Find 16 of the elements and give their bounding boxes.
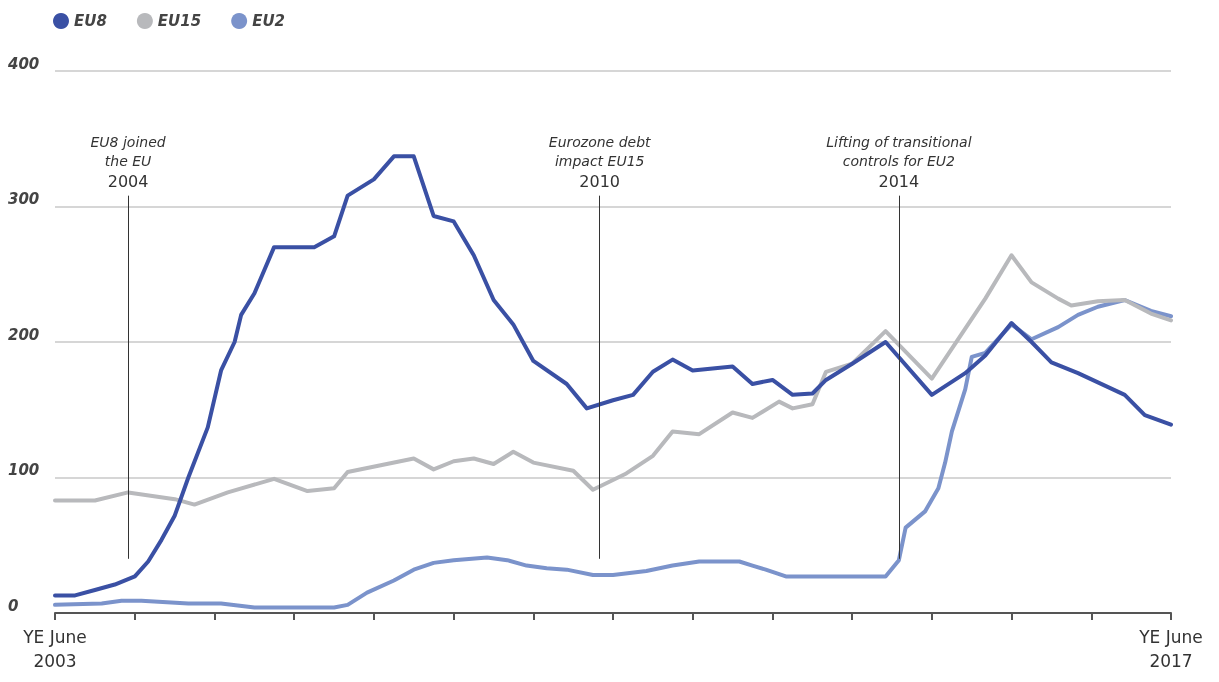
y-tick-label: 100	[8, 461, 40, 479]
annotation: Lifting of transitional controls for EU2	[826, 134, 972, 170]
annotation: EU8 joined the EU	[90, 134, 166, 170]
ref-line-label: 2004	[107, 172, 149, 192]
ref-line-label: 2010	[579, 172, 621, 192]
ref-line-label: 2014	[878, 172, 920, 192]
x-tick-label: YE June 2017	[1138, 627, 1203, 671]
annotation: Eurozone debt impact EU15	[548, 134, 652, 170]
y-tick-label: 200	[8, 325, 40, 344]
y-tick-label: 300	[8, 190, 40, 208]
legend-label: EU15	[157, 12, 202, 30]
y-tick-label: 400	[7, 54, 40, 73]
x-tick-label: YE June 2003	[22, 627, 87, 671]
legend-label: EU8	[74, 12, 107, 30]
y-tick-label: 0	[8, 596, 19, 615]
legend-label: EU2	[252, 12, 286, 30]
